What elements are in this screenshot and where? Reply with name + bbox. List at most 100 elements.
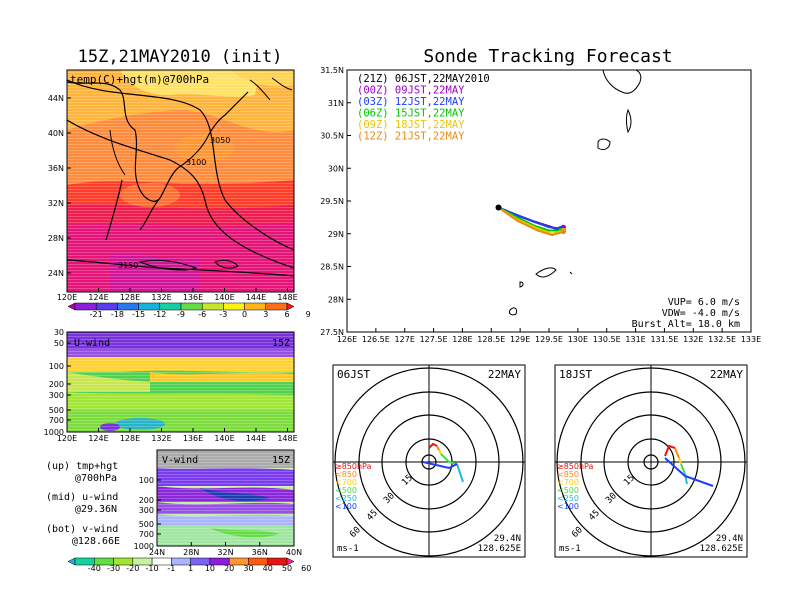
polar-date: 22MAY xyxy=(488,368,521,381)
hodograph-segment xyxy=(436,445,440,451)
launch-point xyxy=(495,204,502,211)
track-map-islands xyxy=(509,70,642,316)
tick-label: 130E xyxy=(568,335,588,344)
tick-label: 31.5N xyxy=(320,66,344,75)
tick-label: 126.5E xyxy=(362,335,390,344)
colorbar-label: 10 xyxy=(205,564,215,573)
colorbar-label: -6 xyxy=(198,310,206,319)
map-y-ticks: 44N 40N 36N 32N 28N 24N xyxy=(48,94,71,278)
colorbar-swatch xyxy=(180,302,203,311)
right-title: Sonde Tracking Forecast xyxy=(423,46,672,67)
tick-label: 1000 xyxy=(134,542,154,551)
legend-entry: (21Z) 06JST,22MAY2010 xyxy=(357,73,490,85)
hodograph-segment xyxy=(664,444,676,457)
polar-time: 06JST xyxy=(337,368,370,381)
tick-label: 128E xyxy=(120,434,140,443)
colorbar-swatch xyxy=(67,302,76,311)
track-line xyxy=(498,206,561,232)
tick-label: 129E xyxy=(510,335,530,344)
note-head: (up) tmp+hgt xyxy=(46,461,118,472)
u-wind-x-ticks: 120E 124E 128E 132E 136E 140E 144E 148E xyxy=(57,428,298,443)
tick-label: 129.5E xyxy=(535,335,563,344)
polar-time: 18JST xyxy=(559,368,592,381)
hodograph-segment xyxy=(680,463,686,475)
sonde-parameters: VUP= 6.0 m/s VDW= -4.0 m/s Burst Alt= 18… xyxy=(632,297,740,330)
tick-label: 700 xyxy=(49,416,64,425)
map-frame xyxy=(66,69,295,293)
colorbar-label: -3 xyxy=(219,310,227,319)
level-label: <500 xyxy=(557,486,579,495)
u-wind-panel xyxy=(67,332,294,432)
note-sub: @128.66E xyxy=(72,536,120,547)
track-map-frame xyxy=(346,69,752,333)
u-wind-time: 15Z xyxy=(272,338,290,349)
tick-label: 30 xyxy=(54,328,64,337)
level-label: ≥850hPa xyxy=(335,462,372,471)
v-wind-label: V-wind xyxy=(162,455,198,466)
colorbar-swatch xyxy=(138,302,161,311)
track-line xyxy=(497,206,564,237)
colorbar-label: 20 xyxy=(224,564,234,573)
colorbar-label: 6 xyxy=(284,310,289,319)
contour-label: 3150 xyxy=(118,261,138,270)
tick-label: 28N xyxy=(48,234,64,243)
hodograph-segment xyxy=(440,453,458,465)
note-head: (bot) v-wind xyxy=(46,524,118,535)
u-wind-label: U-wind xyxy=(74,338,110,349)
tick-label: 132E xyxy=(683,335,703,344)
colorbar-label: -21 xyxy=(90,310,103,319)
tick-label: 200 xyxy=(139,496,154,505)
tick-label: 24N xyxy=(48,269,64,278)
hodograph-segment xyxy=(428,442,438,449)
colorbar-label: 1 xyxy=(188,564,193,573)
tick-label: 32N xyxy=(217,548,233,557)
level-label: <100 xyxy=(557,502,579,511)
hodograph-segment xyxy=(456,463,464,483)
tick-label: 140E xyxy=(214,434,234,443)
tick-label: 148E xyxy=(277,434,297,443)
legend-entry: (06Z) 15JST,22MAY xyxy=(357,108,465,120)
tick-label: 131.5E xyxy=(650,335,678,344)
colorbar-swatch xyxy=(286,557,295,566)
track-legend: (21Z) 06JST,22MAY2010(00Z) 09JST,22MAY(0… xyxy=(357,73,490,143)
tick-label: 131E xyxy=(625,335,645,344)
contour-label: 3100 xyxy=(186,158,206,167)
tick-label: 29.5N xyxy=(320,197,344,206)
tick-label: 148E xyxy=(277,293,297,302)
param-vup: VUP= 6.0 m/s xyxy=(668,297,740,308)
colorbar-label: -12 xyxy=(153,310,166,319)
tick-label: 132E xyxy=(151,293,171,302)
map-x-ticks: 120E 124E 128E 132E 136E 140E 144E 148E xyxy=(57,288,298,302)
colorbar-label: 30 xyxy=(243,564,253,573)
colorbar-label: 60 xyxy=(301,564,311,573)
colorbar-label: -15 xyxy=(132,310,145,319)
tick-label: 32N xyxy=(48,199,64,208)
tick-label: 126E xyxy=(337,335,357,344)
hodograph-segment xyxy=(664,457,714,487)
hodograph-segment xyxy=(438,449,442,455)
colorbar-label: -20 xyxy=(126,564,139,573)
note-sub: @29.36N xyxy=(75,504,117,515)
colorbar-swatch xyxy=(201,302,224,311)
colorbar-label: 9 xyxy=(306,310,311,319)
tick-label: 200 xyxy=(49,380,64,389)
u-wind-frame xyxy=(66,331,295,433)
tick-label: 128E xyxy=(452,335,472,344)
colorbar-label: -1 xyxy=(167,564,175,573)
level-label: <700 xyxy=(335,478,357,487)
tick-label: 44N xyxy=(48,94,64,103)
tick-label: 133E xyxy=(741,335,761,344)
polar-unit: ms-1 xyxy=(337,544,359,554)
tick-label: 500 xyxy=(49,406,64,415)
colorbar-label: 50 xyxy=(282,564,292,573)
tick-label: 127E xyxy=(395,335,415,344)
note-head: (mid) u-wind xyxy=(46,492,118,503)
tick-label: 128.5E xyxy=(477,335,505,344)
tick-label: 30.5N xyxy=(320,132,344,141)
level-label: ≥850hPa xyxy=(557,462,594,471)
colorbar-swatch xyxy=(223,302,245,311)
tick-label: 1000 xyxy=(44,428,64,437)
